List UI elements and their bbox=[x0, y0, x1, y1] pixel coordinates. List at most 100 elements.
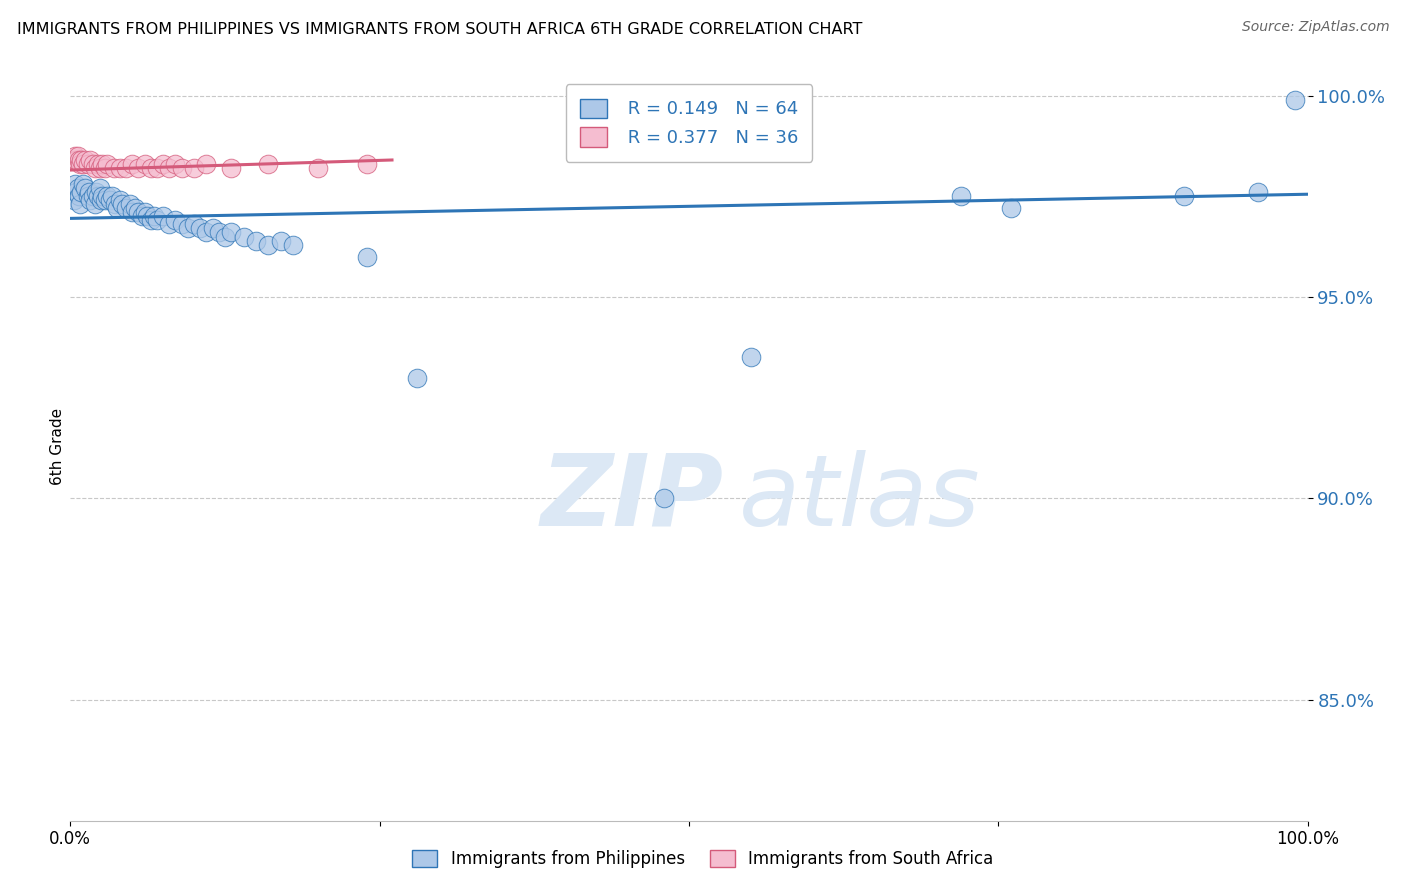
Point bbox=[94, 161, 117, 175]
Legend: Immigrants from Philippines, Immigrants from South Africa: Immigrants from Philippines, Immigrants … bbox=[406, 843, 1000, 875]
Point bbox=[157, 218, 180, 232]
Point bbox=[134, 205, 156, 219]
Point bbox=[65, 185, 87, 199]
Point bbox=[91, 157, 114, 171]
Point bbox=[1284, 93, 1306, 107]
Point bbox=[139, 213, 162, 227]
Point bbox=[134, 157, 156, 171]
Point bbox=[67, 153, 90, 167]
Point bbox=[405, 370, 427, 384]
Point bbox=[208, 226, 231, 240]
Point bbox=[65, 153, 87, 167]
Point bbox=[245, 234, 267, 248]
Point bbox=[152, 210, 174, 224]
Point bbox=[232, 229, 254, 244]
Point bbox=[127, 205, 149, 219]
Point bbox=[108, 194, 131, 208]
Point bbox=[86, 189, 108, 203]
Point bbox=[65, 149, 87, 163]
Point bbox=[143, 210, 166, 224]
Point bbox=[76, 189, 98, 203]
Point bbox=[170, 218, 193, 232]
Point bbox=[104, 197, 127, 211]
Point bbox=[66, 149, 89, 163]
Point bbox=[75, 181, 97, 195]
Point bbox=[177, 221, 200, 235]
Point bbox=[136, 210, 159, 224]
Point bbox=[65, 177, 87, 191]
Point bbox=[165, 157, 187, 171]
Point bbox=[91, 189, 114, 203]
Point bbox=[257, 157, 280, 171]
Point bbox=[183, 218, 205, 232]
Point bbox=[105, 202, 128, 216]
Point bbox=[70, 153, 93, 167]
Point bbox=[124, 202, 146, 216]
Point bbox=[183, 161, 205, 175]
Point bbox=[86, 157, 108, 171]
Point bbox=[165, 213, 187, 227]
Point bbox=[96, 189, 118, 203]
Point bbox=[1247, 185, 1270, 199]
Point bbox=[188, 221, 211, 235]
Point bbox=[118, 197, 141, 211]
Point bbox=[76, 157, 98, 171]
Point bbox=[281, 237, 304, 252]
Y-axis label: 6th Grade: 6th Grade bbox=[49, 408, 65, 484]
Point bbox=[127, 161, 149, 175]
Text: Source: ZipAtlas.com: Source: ZipAtlas.com bbox=[1241, 20, 1389, 34]
Point bbox=[219, 226, 242, 240]
Point bbox=[152, 157, 174, 171]
Point bbox=[69, 157, 91, 171]
Point bbox=[70, 185, 93, 199]
Point bbox=[84, 197, 107, 211]
Point bbox=[121, 157, 143, 171]
Legend:  R = 0.149   N = 64,  R = 0.377   N = 36: R = 0.149 N = 64, R = 0.377 N = 36 bbox=[565, 84, 813, 161]
Point bbox=[950, 189, 973, 203]
Point bbox=[77, 185, 100, 199]
Point bbox=[94, 194, 117, 208]
Point bbox=[96, 157, 118, 171]
Point bbox=[1173, 189, 1195, 203]
Point bbox=[115, 202, 138, 216]
Point bbox=[356, 250, 378, 264]
Point bbox=[79, 194, 101, 208]
Point bbox=[121, 205, 143, 219]
Point bbox=[1000, 202, 1022, 216]
Point bbox=[89, 161, 111, 175]
Point bbox=[131, 210, 153, 224]
Point bbox=[84, 185, 107, 199]
Point bbox=[72, 177, 94, 191]
Point bbox=[89, 181, 111, 195]
Point bbox=[270, 234, 292, 248]
Point bbox=[63, 194, 86, 208]
Point bbox=[108, 161, 131, 175]
Text: atlas: atlas bbox=[738, 450, 980, 547]
Point bbox=[157, 161, 180, 175]
Point bbox=[69, 197, 91, 211]
Point bbox=[257, 237, 280, 252]
Point bbox=[103, 161, 125, 175]
Point bbox=[75, 153, 97, 167]
Text: ZIP: ZIP bbox=[540, 450, 724, 547]
Point bbox=[98, 194, 121, 208]
Point bbox=[63, 153, 86, 167]
Point bbox=[111, 197, 134, 211]
Point bbox=[82, 157, 104, 171]
Point bbox=[219, 161, 242, 175]
Point bbox=[146, 213, 169, 227]
Point bbox=[307, 161, 329, 175]
Point bbox=[67, 189, 90, 203]
Point bbox=[201, 221, 224, 235]
Point bbox=[356, 157, 378, 171]
Point bbox=[195, 226, 218, 240]
Point bbox=[84, 161, 107, 175]
Text: IMMIGRANTS FROM PHILIPPINES VS IMMIGRANTS FROM SOUTH AFRICA 6TH GRADE CORRELATIO: IMMIGRANTS FROM PHILIPPINES VS IMMIGRANT… bbox=[17, 22, 862, 37]
Point bbox=[79, 153, 101, 167]
Point bbox=[652, 491, 675, 506]
Point bbox=[195, 157, 218, 171]
Point bbox=[115, 161, 138, 175]
Point bbox=[170, 161, 193, 175]
Point bbox=[101, 189, 124, 203]
Point bbox=[139, 161, 162, 175]
